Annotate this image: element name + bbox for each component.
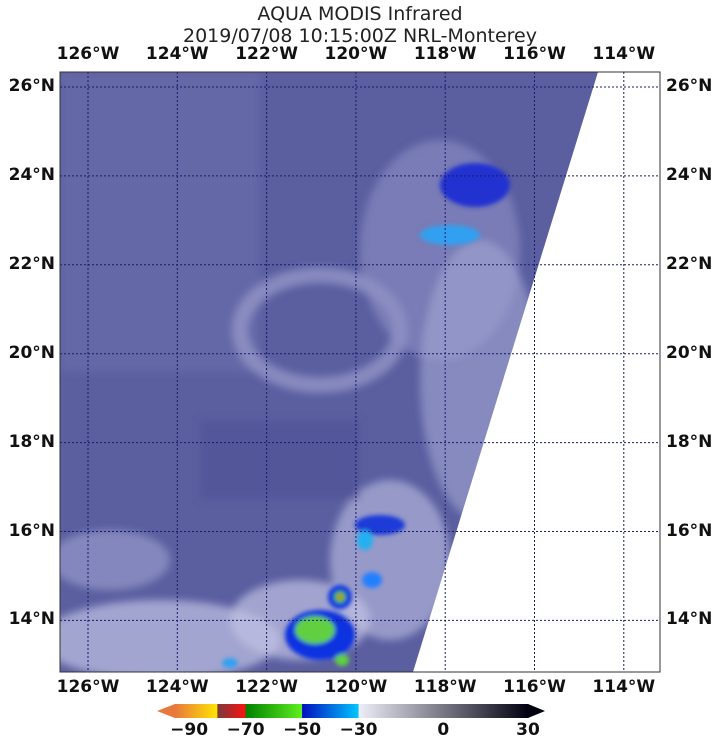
longitude-label-bottom: 126°W [56, 677, 120, 697]
colorbar-tick-label: −90 [170, 720, 209, 740]
longitude-label-top: 120°W [324, 44, 388, 64]
latitude-label-right: 16°N [666, 520, 713, 541]
latitude-label-right: 22°N [666, 253, 713, 274]
latitude-label-right: 20°N [666, 342, 713, 363]
longitude-label-top: 114°W [592, 44, 656, 64]
colorbar-segment [302, 704, 360, 718]
colorbar-min-arrow [157, 704, 175, 718]
colorbar-segment [217, 704, 247, 718]
colorbar-segment [175, 704, 218, 718]
longitude-label-bottom: 114°W [592, 677, 656, 697]
latitude-label-right: 26°N [666, 76, 713, 96]
latitude-label-left: 20°N [8, 342, 55, 363]
longitude-label-bottom: 120°W [324, 677, 388, 697]
longitude-label-top: 118°W [413, 44, 477, 64]
longitude-label-top: 126°W [56, 44, 120, 64]
longitude-label-bottom: 118°W [413, 677, 477, 697]
longitude-label-bottom: 124°W [145, 677, 209, 697]
convective-cores [222, 163, 510, 668]
graticule [60, 72, 660, 672]
colorbar-tick-label: −50 [283, 720, 322, 740]
latitude-label-left: 18°N [8, 431, 55, 452]
latitude-label-right: 18°N [666, 431, 713, 452]
colorbar-segment [358, 704, 529, 718]
latitude-label-left: 14°N [8, 609, 55, 630]
colorbar-tick-label: 0 [437, 720, 450, 740]
longitude-label-bottom: 122°W [235, 677, 298, 697]
colorbar-max-arrow [528, 704, 545, 718]
longitude-label-top: 122°W [235, 44, 298, 64]
colorbar [157, 704, 545, 718]
colorbar-tick-label: 30 [516, 720, 540, 740]
longitude-label-bottom: 116°W [503, 677, 566, 697]
latitude-label-left: 26°N [8, 76, 55, 96]
latitude-label-left: 22°N [8, 253, 55, 274]
no-data-region [413, 72, 660, 672]
colorbar-segment [245, 704, 303, 718]
latitude-label-left: 24°N [8, 164, 55, 185]
latitude-label-right: 14°N [666, 609, 713, 630]
longitude-label-top: 124°W [145, 44, 209, 64]
latitude-label-left: 16°N [8, 520, 55, 541]
longitude-label-top: 116°W [503, 44, 566, 64]
latitude-label-right: 24°N [666, 164, 713, 185]
image-title: AQUA MODIS Infrared [257, 3, 463, 25]
image-subtitle: 2019/07/08 10:15:00Z NRL-Monterey [183, 25, 537, 47]
map-frame [59, 71, 661, 673]
colorbar-tick-label: −70 [226, 720, 265, 740]
colorbar-tick-label: −30 [339, 720, 378, 740]
